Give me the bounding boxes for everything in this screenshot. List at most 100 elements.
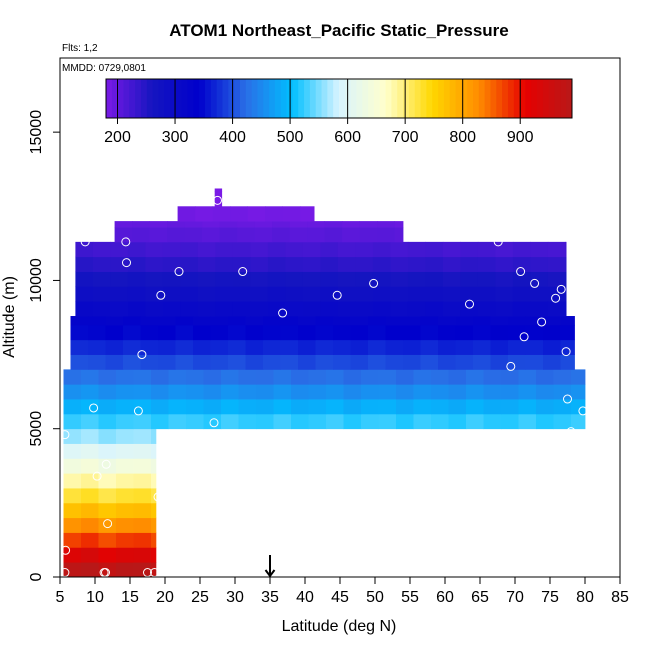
heatmap-cell xyxy=(448,369,467,385)
heatmap-cell xyxy=(403,324,421,341)
x-tick-label: 20 xyxy=(156,589,174,606)
heatmap-cell xyxy=(151,384,169,400)
colorbar-segment xyxy=(379,79,387,118)
heatmap-cell xyxy=(254,221,273,228)
heatmap-cell xyxy=(396,413,414,430)
heatmap-cell xyxy=(302,301,321,317)
heatmap-cell xyxy=(285,256,304,272)
colorbar-segment xyxy=(566,79,573,118)
heatmap-cell xyxy=(186,413,204,430)
heatmap-cell xyxy=(149,221,168,228)
heatmap-cell xyxy=(361,369,379,385)
colorbar-segment xyxy=(309,79,317,118)
colorbar-segment xyxy=(269,79,276,118)
heatmap-cell xyxy=(448,399,467,415)
heatmap-cell xyxy=(460,256,479,272)
heatmap-cell xyxy=(133,532,152,548)
x-tick-label: 15 xyxy=(121,589,139,606)
chart-title: ATOM1 Northeast_Pacific Static_Pressure xyxy=(169,21,509,40)
arrow-head xyxy=(264,569,276,578)
heatmap-cell xyxy=(123,354,141,370)
heatmap-cell xyxy=(307,227,325,243)
heatmap-cell xyxy=(247,206,266,222)
heatmap-cell xyxy=(232,256,251,272)
heatmap-cell xyxy=(315,324,334,341)
heatmap-cell xyxy=(291,399,309,415)
heatmap-cell xyxy=(518,369,537,385)
heatmap-cell xyxy=(133,517,152,533)
heatmap-cell xyxy=(63,517,82,533)
heatmap-cell xyxy=(378,384,397,400)
heatmap-cell xyxy=(98,443,117,459)
heatmap-cell xyxy=(333,339,351,355)
heatmap-cell xyxy=(298,354,316,370)
colorbar-segment xyxy=(152,79,159,118)
heatmap-cell xyxy=(202,227,220,243)
heatmap-cell xyxy=(256,384,274,400)
colorbar-segment xyxy=(478,79,486,118)
heatmap-cell xyxy=(193,354,211,370)
x-tick-label: 55 xyxy=(401,589,419,606)
colorbar xyxy=(105,78,573,119)
heatmap-cell xyxy=(175,354,194,370)
heatmap-cell xyxy=(210,354,229,370)
heatmap-cell xyxy=(175,316,194,326)
colorbar-tick-label: 600 xyxy=(334,129,361,146)
heatmap-cell xyxy=(263,339,281,355)
heatmap-cell xyxy=(442,241,461,258)
heatmap-cell xyxy=(221,384,239,400)
heatmap-cell xyxy=(337,256,356,272)
heatmap-cell xyxy=(355,286,374,302)
dates-note: MMDD: 0729,0801 xyxy=(62,63,146,74)
heatmap-cell xyxy=(361,399,379,415)
observation-point xyxy=(566,536,576,546)
heatmap-cell xyxy=(285,301,304,317)
observation-point xyxy=(101,459,111,469)
colorbar-segment xyxy=(175,79,183,118)
heatmap-cell xyxy=(63,502,82,519)
heatmap-cell xyxy=(420,324,439,341)
heatmap-cell xyxy=(407,286,426,302)
heatmap-cell xyxy=(543,354,561,370)
colorbar-segment xyxy=(443,79,451,118)
heatmap-cell xyxy=(98,532,117,548)
heatmap-cell xyxy=(438,354,456,370)
heatmap-cell xyxy=(81,413,99,430)
heatmap-cell xyxy=(425,256,444,272)
colorbar-segment xyxy=(449,79,457,118)
heatmap-cell xyxy=(431,399,449,415)
heatmap-cell xyxy=(228,354,246,370)
heatmap-cell xyxy=(565,271,567,287)
heatmap-cell xyxy=(116,488,134,504)
colorbar-segment xyxy=(117,79,124,118)
heatmap-cell xyxy=(197,241,216,258)
colorbar-tick-label: 700 xyxy=(392,129,419,146)
colorbar-segment xyxy=(408,79,416,118)
heatmap-cell xyxy=(133,443,152,459)
heatmap-cell xyxy=(355,301,374,317)
heatmap-cell xyxy=(473,316,491,326)
colorbar-segment xyxy=(507,79,515,118)
heatmap-cell xyxy=(245,324,264,341)
heatmap-cell xyxy=(571,369,586,385)
heatmap-cell xyxy=(63,384,82,400)
heatmap-cell xyxy=(333,354,351,370)
heatmap-cell xyxy=(167,227,185,243)
heatmap-cell xyxy=(203,369,222,385)
heatmap-cell xyxy=(116,369,134,385)
heatmap-cell xyxy=(565,286,567,302)
flights-note: Flts: 1,2 xyxy=(62,43,98,54)
heatmap-cell xyxy=(477,256,496,272)
heatmap-cell xyxy=(285,286,304,302)
observation-point xyxy=(537,317,547,327)
heatmap-cell xyxy=(273,413,292,430)
colorbar-segment xyxy=(333,79,340,118)
heatmap-cell xyxy=(219,227,238,243)
heatmap-cell xyxy=(63,547,82,563)
heatmap-cell xyxy=(512,271,531,287)
heatmap-cell xyxy=(221,369,239,385)
heatmap-cell xyxy=(326,413,344,430)
heatmap-cell xyxy=(105,339,124,355)
heatmap-cell xyxy=(197,271,216,287)
heatmap-cell xyxy=(133,399,152,415)
